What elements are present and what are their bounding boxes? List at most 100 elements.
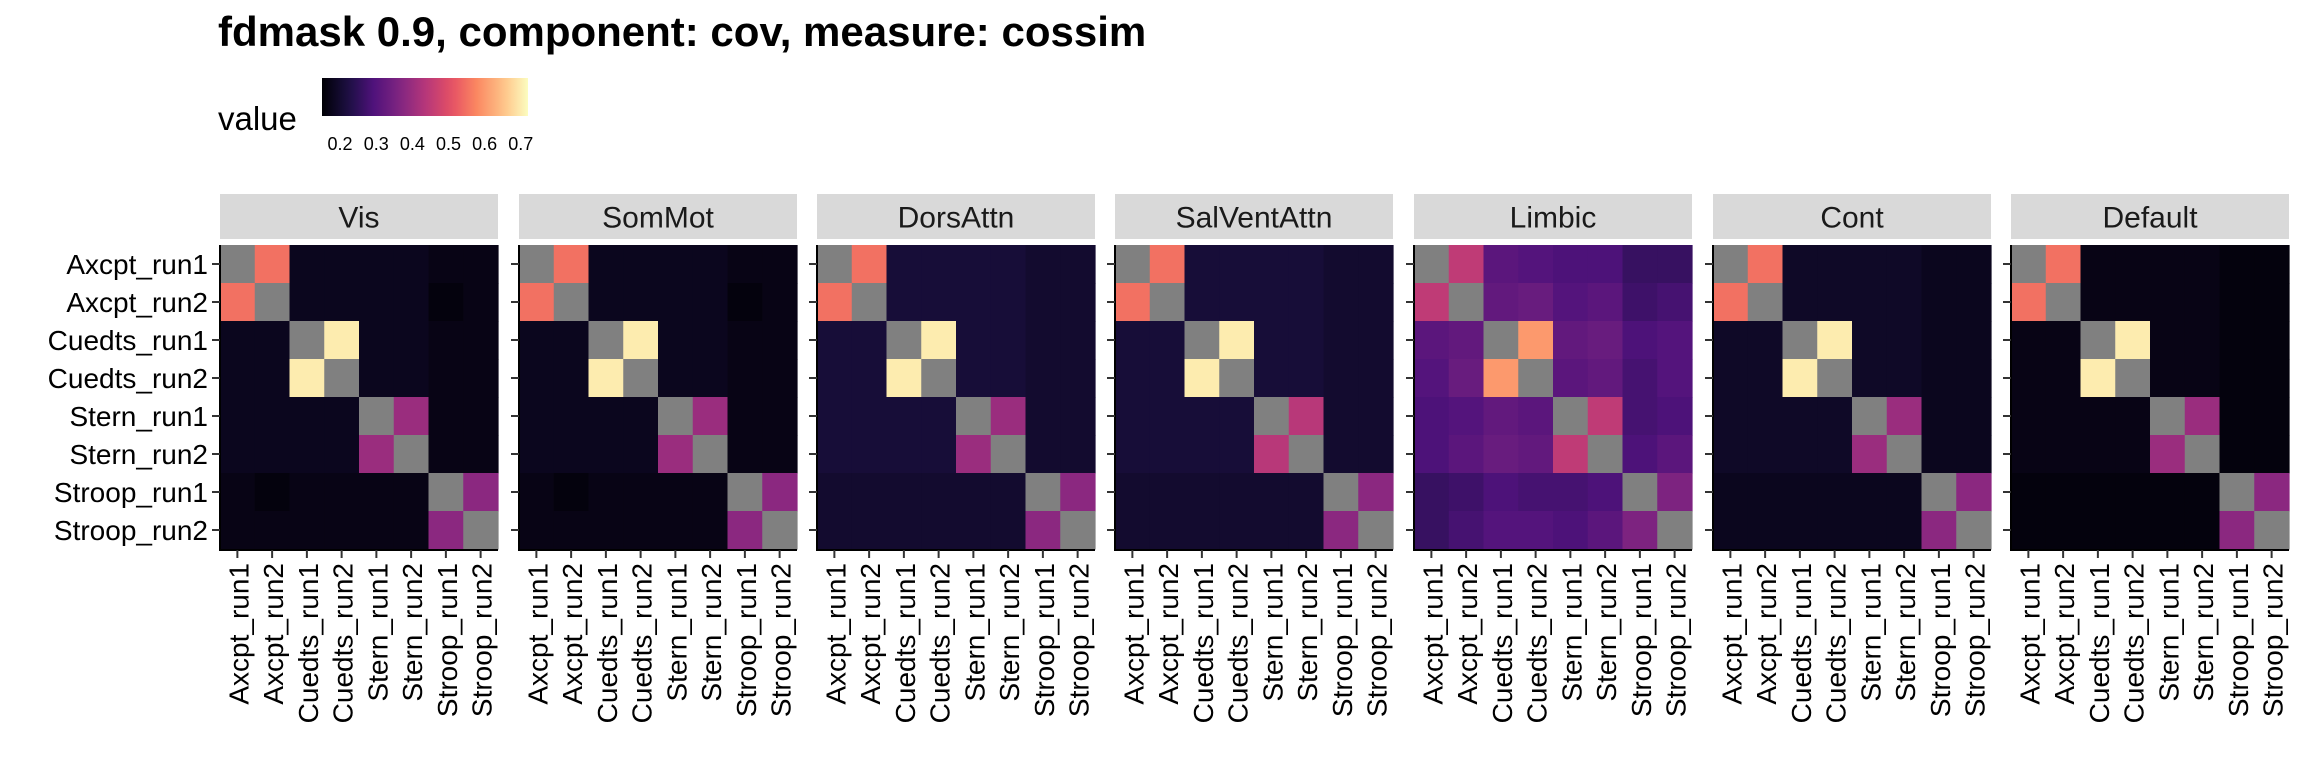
heatmap-cell (851, 397, 888, 436)
heatmap-cell (393, 321, 430, 360)
heatmap-cell (2011, 473, 2047, 512)
x-tick-label: Stroop_run2 (1362, 563, 1393, 717)
heatmap-cell (1886, 435, 1923, 474)
heatmap-cell (1149, 245, 1186, 284)
heatmap-cell (2184, 397, 2221, 436)
heatmap-cell (359, 283, 395, 322)
heatmap-cell (1060, 283, 1096, 322)
heatmap-cell (762, 321, 798, 360)
heatmap-cell (990, 435, 1027, 474)
heatmap-cell (1518, 397, 1554, 436)
heatmap-cell (1852, 321, 1888, 360)
heatmap-cell (1060, 511, 1096, 550)
x-tick-label: Axcpt_run2 (1751, 563, 1782, 705)
heatmap-cell (1817, 283, 1853, 322)
heatmap-cell (956, 511, 992, 550)
legend-title: value (218, 100, 297, 137)
heatmap-cell (220, 283, 256, 322)
heatmap-cell (1553, 397, 1589, 436)
heatmap-cell (254, 321, 291, 360)
heatmap-cell (2254, 511, 2290, 550)
heatmap-cell (2150, 511, 2186, 550)
x-tick-label: Axcpt_run1 (1716, 563, 1747, 705)
heatmap-cell (519, 435, 555, 474)
heatmap-cell (1713, 473, 1749, 512)
heatmap-cell (990, 359, 1027, 398)
heatmap-cell (2254, 283, 2290, 322)
x-tick-label: Cuedts_run2 (627, 563, 658, 723)
heatmap-cell (692, 359, 729, 398)
heatmap-cell (1288, 283, 1325, 322)
panel-dorsattn: DorsAttn Axcpt_run1 Axcpt_run2 Cuedts_run1 C… (809, 194, 1096, 723)
heatmap-cell (1747, 397, 1784, 436)
heatmap-cell (2045, 473, 2082, 512)
heatmap-cell (220, 245, 256, 284)
heatmap-cell (1886, 511, 1923, 550)
x-tick-label: Stern_run2 (696, 563, 727, 702)
heatmap-cell (588, 245, 624, 284)
heatmap-cell (2115, 473, 2151, 512)
heatmap-cell (1149, 473, 1186, 512)
heatmap-cell (393, 473, 430, 512)
heatmap-cell (921, 283, 957, 322)
heatmap-cell (1782, 473, 1818, 512)
heatmap-cell (220, 321, 256, 360)
heatmap-cell (1622, 359, 1658, 398)
heatmap-cell (1587, 435, 1624, 474)
heatmap-cell (2254, 435, 2290, 474)
heatmap-cell (921, 511, 957, 550)
heatmap-cell (762, 473, 798, 512)
legend-tick-label: 0.4 (399, 134, 425, 154)
heatmap-cell (1149, 511, 1186, 550)
heatmap-cell (519, 359, 555, 398)
heatmap-cell (817, 245, 853, 284)
heatmap-cell (2150, 435, 2186, 474)
heatmap-cell (1483, 397, 1519, 436)
heatmap-cell (623, 511, 659, 550)
heatmap-cell (1747, 283, 1784, 322)
heatmap-cell (463, 245, 499, 284)
chart-title: fdmask 0.9, component: cov, measure: cos… (218, 8, 1147, 55)
heatmap-cell (359, 359, 395, 398)
heatmap-cell (220, 511, 256, 550)
heatmap-cell (1219, 511, 1255, 550)
heatmap-cell (2115, 435, 2151, 474)
heatmap-cell (2184, 473, 2221, 512)
facet-strip (1713, 194, 1991, 239)
heatmap-cell (359, 473, 395, 512)
heatmap-cell (1713, 397, 1749, 436)
heatmap-cell (2045, 359, 2082, 398)
heatmap-cell (289, 511, 325, 550)
heatmap-cell (1448, 511, 1485, 550)
heatmap-cell (1414, 359, 1450, 398)
heatmap-cell (727, 321, 763, 360)
heatmap-cell (658, 435, 694, 474)
heatmap-cell (2011, 245, 2047, 284)
heatmap-cell (588, 283, 624, 322)
heatmap-cell (2080, 473, 2116, 512)
x-tick-label: Cuedts_run1 (890, 563, 921, 723)
heatmap-cell (921, 245, 957, 284)
heatmap-cell (393, 435, 430, 474)
heatmap-cell (623, 473, 659, 512)
heatmap-cell (727, 473, 763, 512)
heatmap-cell (817, 359, 853, 398)
heatmap-cell (1886, 283, 1923, 322)
heatmap-cell (1518, 359, 1554, 398)
heatmap-cell (1254, 435, 1290, 474)
heatmap-cell (1657, 397, 1693, 436)
heatmap-cell (359, 321, 395, 360)
y-tick-label: Axcpt_run1 (66, 249, 208, 280)
heatmap-cell (1782, 435, 1818, 474)
heatmap-cell (1886, 359, 1923, 398)
heatmap-cell (1358, 435, 1394, 474)
heatmap-cell (1518, 283, 1554, 322)
heatmap-cell (1060, 245, 1096, 284)
heatmap-cell (463, 435, 499, 474)
heatmap-cell (623, 245, 659, 284)
x-tick-label: Stern_run2 (397, 563, 428, 702)
heatmap-cell (1323, 359, 1359, 398)
heatmap-cell (393, 283, 430, 322)
heatmap-cell (2184, 359, 2221, 398)
heatmap-cell (1025, 473, 1061, 512)
